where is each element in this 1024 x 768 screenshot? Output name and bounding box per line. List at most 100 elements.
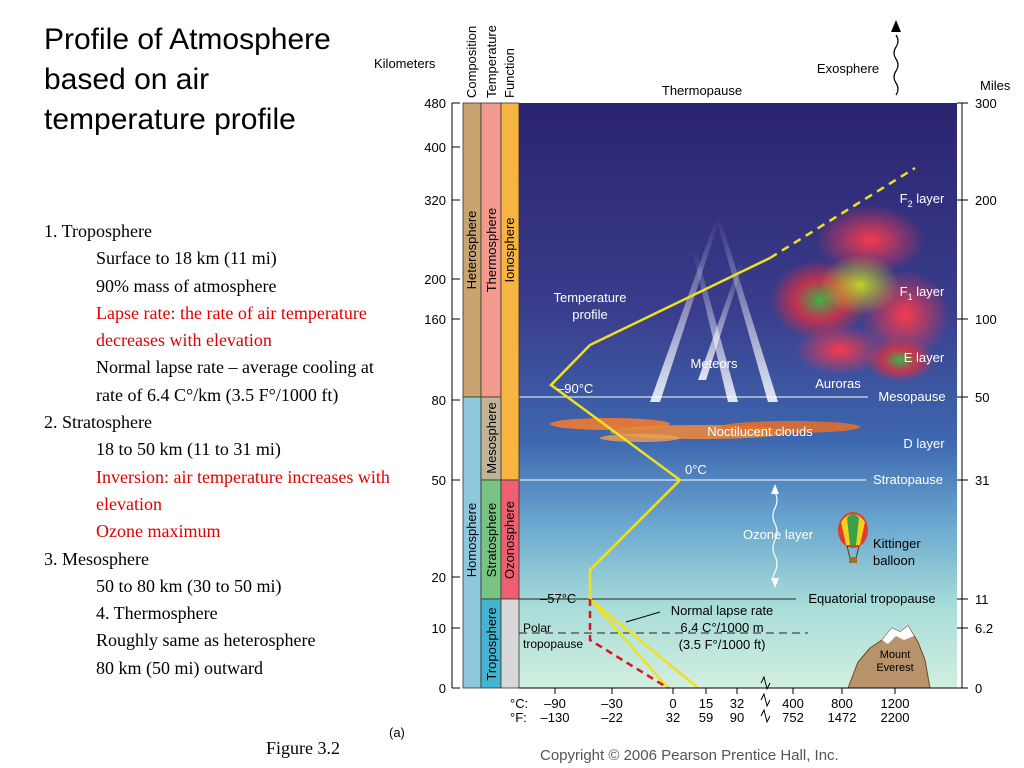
noctilucent-clouds <box>550 418 860 442</box>
fahrenheit-tick-label: –130 <box>541 710 570 725</box>
lapse-rate-label-line3: (3.5 F°/1000 ft) <box>679 637 766 652</box>
mile-tick-label: 6.2 <box>975 621 993 636</box>
km-tick-label: 400 <box>424 140 446 155</box>
mile-tick-label: 200 <box>975 193 997 208</box>
temperature-header: Temperature <box>484 25 499 98</box>
miles-axis-label: Miles <box>980 78 1011 93</box>
fahrenheit-tick-label: 752 <box>782 710 804 725</box>
temperature-profile-label-line2: profile <box>572 307 607 322</box>
note-line: 90% mass of atmosphere <box>96 275 277 296</box>
exosphere-label: Exosphere <box>817 61 879 76</box>
exosphere-arrow <box>891 20 901 96</box>
celsius-tick-label: 32 <box>730 696 744 711</box>
mile-tick-group: 300 200 100 50 31 11 6.2 0 <box>957 96 997 696</box>
fahrenheit-tick-label: 59 <box>699 710 713 725</box>
f2-layer-label: F2 layer <box>900 191 945 209</box>
km-tick-label: 200 <box>424 272 446 287</box>
celsius-row-label: °C: <box>510 696 528 711</box>
celsius-tick-label: 1200 <box>881 696 910 711</box>
minus57-label: –57°C <box>540 591 576 606</box>
troposphere-label: Troposphere <box>484 607 499 680</box>
heterosphere-label: Heterosphere <box>464 211 479 290</box>
function-header: Function <box>502 48 517 98</box>
note-line: Roughly same as heterosphere <box>96 630 316 651</box>
lapse-rate-pointer <box>625 611 661 623</box>
composition-header: Composition <box>464 26 479 98</box>
function-column <box>500 102 520 689</box>
ozone-layer-arrow <box>771 484 779 588</box>
km-tick-label: 0 <box>439 681 446 696</box>
kilometers-axis-label: Kilometers <box>374 56 436 71</box>
fahrenheit-tick-label: 90 <box>730 710 744 725</box>
equatorial-tropopause-label: Equatorial tropopause <box>808 591 935 606</box>
mile-tick-label: 50 <box>975 390 989 405</box>
axis-break-marks <box>760 675 771 724</box>
panel-label: (a) <box>389 725 405 740</box>
note-line: Ozone maximum <box>96 521 221 542</box>
celsius-tick-label: 800 <box>831 696 853 711</box>
note-line: 80 km (50 mi) outward <box>96 657 263 678</box>
zero-c-label: 0°C <box>685 462 707 477</box>
km-tick-label: 10 <box>432 621 446 636</box>
note-line: Normal lapse rate – average cooling at r… <box>96 357 374 405</box>
mile-tick-label: 0 <box>975 681 982 696</box>
ozonosphere-label: Ozonosphere <box>502 501 517 579</box>
thermosphere-label: Thermosphere <box>484 208 499 293</box>
celsius-tick-label: 0 <box>669 696 676 711</box>
polar-tropopause-label-line1: Polar <box>523 621 551 635</box>
thermopause-label: Thermopause <box>662 83 742 98</box>
fahrenheit-row-label: °F: <box>510 710 527 725</box>
meteor-streaks <box>650 218 778 402</box>
figure-caption: Figure 3.2 <box>266 738 340 758</box>
mesosphere-label: Mesosphere <box>484 402 499 474</box>
km-tick-label: 20 <box>432 570 446 585</box>
everest-snowcap <box>882 626 914 644</box>
fahrenheit-tick-label: 2200 <box>881 710 910 725</box>
temperature-profile-label-line1: Temperature <box>554 290 627 305</box>
lapse-rate-label-line2: 6.4 C°/1000 m <box>680 620 763 635</box>
note-line: 18 to 50 km (11 to 31 mi) <box>96 439 281 460</box>
note-line: Inversion: air temperature increases wit… <box>96 466 390 514</box>
note-line: Surface to 18 km (11 mi) <box>96 248 277 269</box>
lapse-rate-label-line1: Normal lapse rate <box>671 603 774 618</box>
note-line: 50 to 80 km (30 to 50 mi) <box>96 575 282 596</box>
mile-tick-label: 11 <box>975 592 989 607</box>
note-line: 2. Stratosphere <box>44 412 152 433</box>
homosphere-label: Homosphere <box>464 503 479 577</box>
temperature-tick-group: –90–130–30–22032155932904007528001472120… <box>541 688 910 725</box>
auroras-label: Auroras <box>815 376 861 391</box>
fahrenheit-tick-label: 32 <box>666 710 680 725</box>
kittinger-balloon-icon <box>838 512 868 563</box>
slide-title: Profile of Atmosphere based on air tempe… <box>44 23 331 136</box>
km-tick-label: 160 <box>424 312 446 327</box>
e-layer-label: E layer <box>904 350 945 365</box>
note-line: 4. Thermosphere <box>96 603 218 624</box>
note-line: 1. Troposphere <box>44 221 153 241</box>
km-tick-label: 320 <box>424 193 446 208</box>
polar-tropopause-label-line2: tropopause <box>523 637 583 651</box>
mile-tick-label: 300 <box>975 96 997 111</box>
celsius-tick-label: 15 <box>699 696 713 711</box>
minus90-label: –90°C <box>557 381 593 396</box>
mile-tick-label: 31 <box>975 473 989 488</box>
km-tick-group: 480 400 320 200 160 80 50 20 10 0 <box>424 96 460 696</box>
fahrenheit-tick-label: 1472 <box>828 710 857 725</box>
km-tick-label: 50 <box>432 473 446 488</box>
stratopause-label: Stratopause <box>873 472 943 487</box>
noctilucent-clouds-label: Noctilucent clouds <box>707 424 813 439</box>
ionosphere-label: Ionosphere <box>502 217 517 282</box>
kittinger-label-line2: balloon <box>873 553 915 568</box>
auroras-glow <box>770 205 950 382</box>
d-layer-label: D layer <box>903 436 945 451</box>
stratosphere-label: Stratosphere <box>484 503 499 577</box>
celsius-tick-label: –90 <box>544 696 566 711</box>
ozone-layer-label: Ozone layer <box>743 527 814 542</box>
fahrenheit-tick-label: –22 <box>601 710 623 725</box>
mile-tick-label: 100 <box>975 312 997 327</box>
temperature-column <box>480 102 502 689</box>
meteors-label: Meteors <box>691 356 738 371</box>
sky-panel <box>519 103 957 688</box>
celsius-tick-label: 400 <box>782 696 804 711</box>
mesopause-label: Mesopause <box>878 389 945 404</box>
